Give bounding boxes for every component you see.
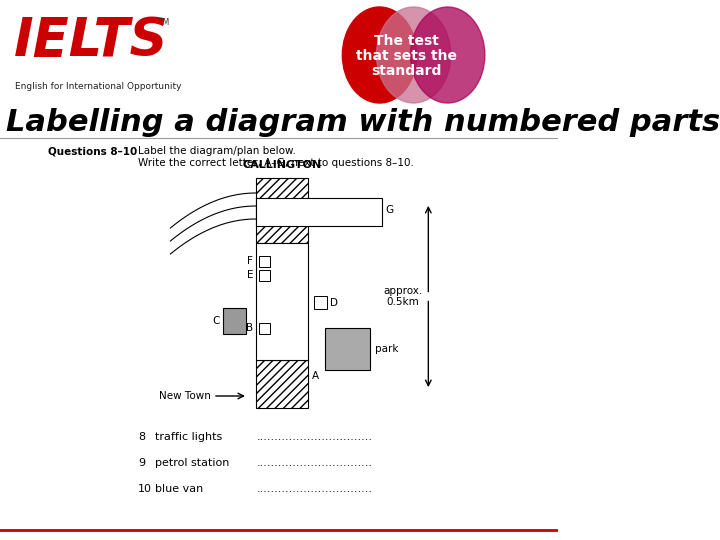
Text: D: D [330, 298, 338, 308]
Text: blue van: blue van [155, 484, 203, 494]
Text: ................................: ................................ [257, 458, 373, 468]
Bar [315, 296, 327, 309]
Text: TM: TM [159, 18, 170, 27]
Circle shape [377, 7, 451, 103]
Bar [223, 308, 246, 334]
Text: English for International Opportunity: English for International Opportunity [16, 82, 182, 91]
Text: C: C [212, 316, 220, 326]
Circle shape [342, 7, 417, 103]
Text: 10: 10 [138, 484, 152, 494]
Text: B: B [246, 323, 253, 333]
Bar [259, 270, 269, 281]
Bar [325, 328, 370, 370]
Text: ................................: ................................ [257, 484, 373, 494]
Bar [256, 198, 382, 226]
Text: 8: 8 [138, 432, 145, 442]
Text: E: E [247, 270, 253, 280]
Bar [256, 360, 308, 408]
Text: traffic lights: traffic lights [155, 432, 222, 442]
Text: G: G [386, 205, 394, 215]
Circle shape [410, 7, 485, 103]
Text: park: park [375, 344, 398, 354]
Text: Questions 8–10: Questions 8–10 [48, 146, 138, 156]
Text: 9: 9 [138, 458, 145, 468]
Text: CALLINGTON: CALLINGTON [243, 160, 322, 170]
Bar [259, 323, 269, 334]
Text: The test: The test [374, 34, 439, 48]
Text: ................................: ................................ [257, 432, 373, 442]
Text: Label the diagram/plan below.: Label the diagram/plan below. [138, 146, 296, 156]
Bar [256, 243, 308, 360]
Text: Write the correct letter, A–G, next to questions 8–10.: Write the correct letter, A–G, next to q… [138, 158, 414, 168]
Text: A: A [312, 371, 319, 381]
Text: standard: standard [372, 64, 442, 78]
Text: approx.
0.5km: approx. 0.5km [383, 286, 422, 307]
Text: Labelling a diagram with numbered parts: Labelling a diagram with numbered parts [6, 108, 720, 137]
Text: that sets the: that sets the [356, 49, 457, 63]
Text: IELTS: IELTS [14, 15, 168, 67]
Bar [256, 178, 308, 243]
Bar [259, 256, 269, 267]
Text: New Town: New Town [159, 391, 211, 401]
Text: F: F [248, 256, 253, 266]
Text: petrol station: petrol station [155, 458, 229, 468]
